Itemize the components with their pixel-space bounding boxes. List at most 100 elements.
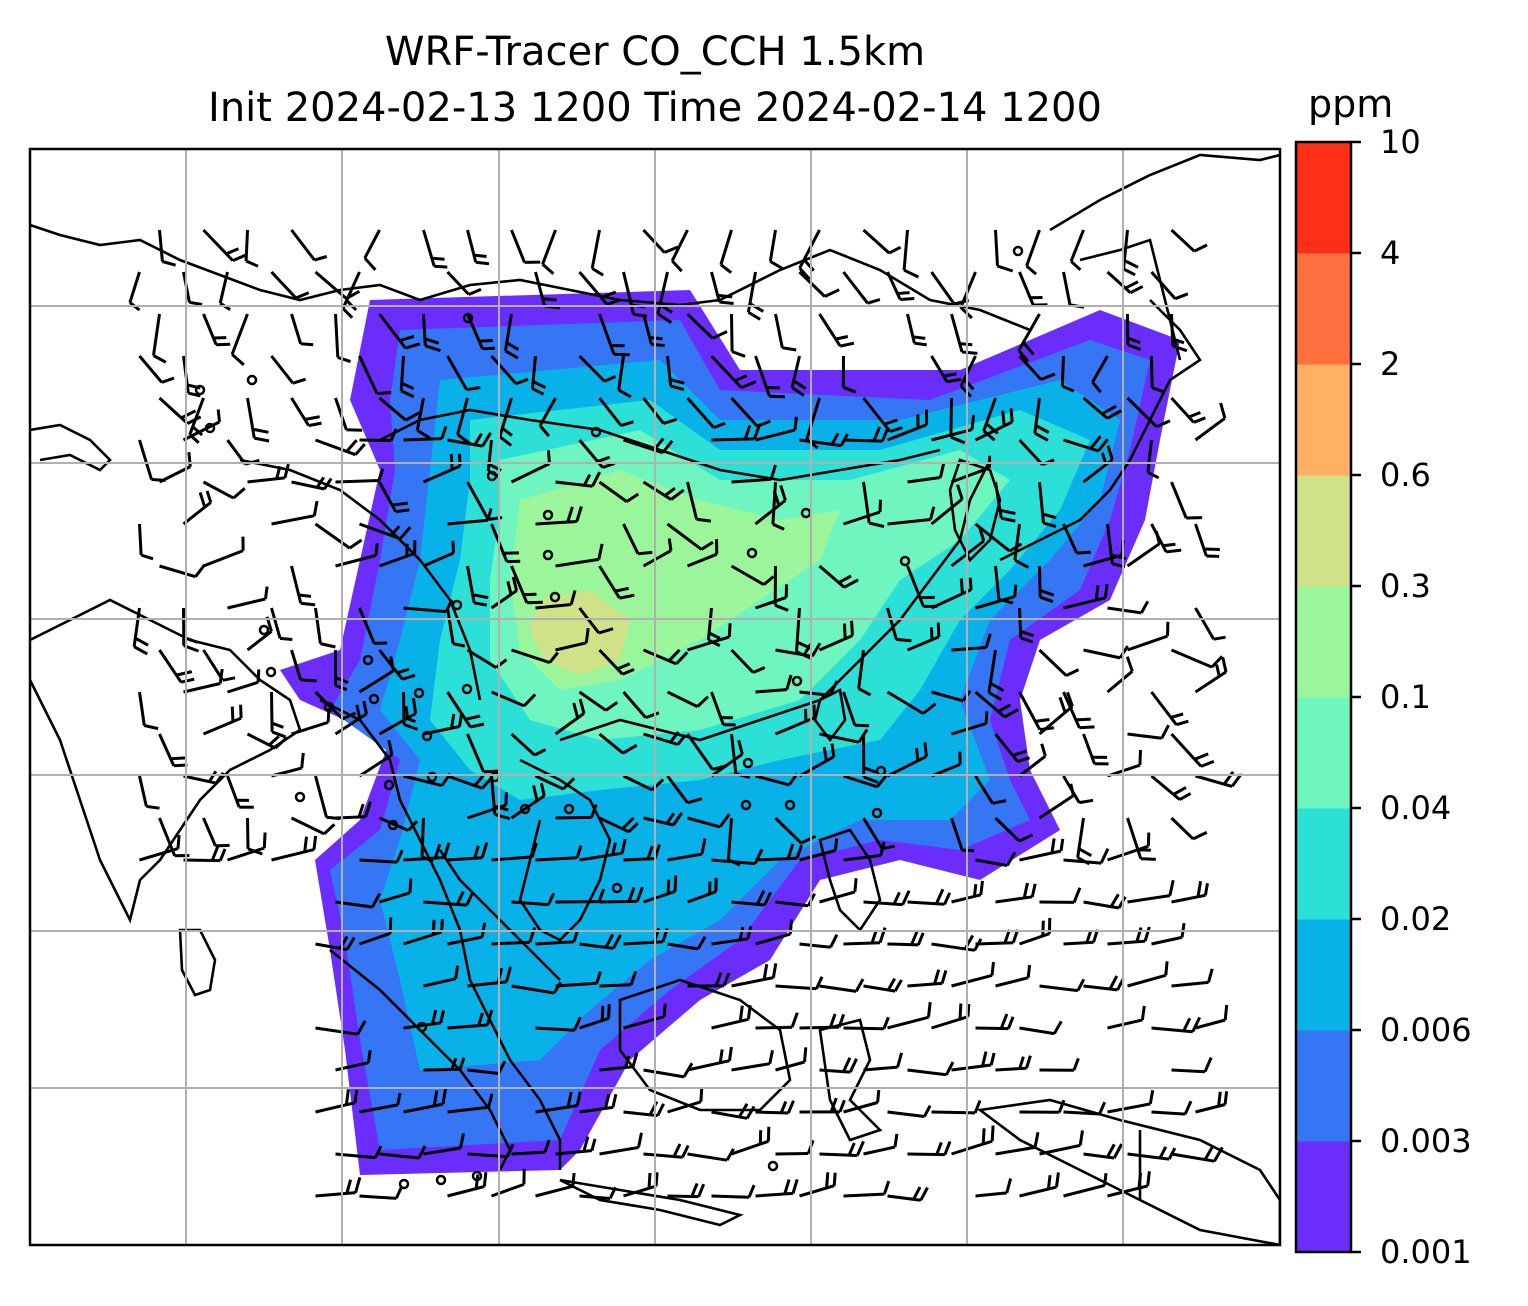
wind-barb-staff [799, 849, 836, 862]
wind-barb-flag [283, 463, 290, 479]
wind-barb-staff [755, 1110, 789, 1115]
wind-barb-staff [730, 733, 738, 774]
wind-barb-staff [951, 1139, 993, 1156]
wind-barb-staff [907, 1152, 945, 1157]
wind-barb-staff [447, 935, 483, 946]
wind-barb-staff [774, 816, 803, 845]
wind-barb-staff [423, 900, 467, 907]
wind-barb-flag [929, 506, 936, 520]
wind-barb-staff [244, 229, 249, 262]
wind-barb-flag [146, 804, 160, 810]
wind-barb-staff [466, 229, 478, 263]
wind-barb-flag [882, 1180, 891, 1195]
wind-barb-staff [227, 680, 259, 694]
coastlines [30, 153, 1280, 1245]
wind-barb-flag [982, 429, 996, 442]
wind-barb-staff [447, 856, 483, 862]
wind-barb-staff [490, 355, 518, 385]
wind-barb-flag [1140, 857, 1156, 861]
wind-barb-staff [1038, 481, 1045, 524]
wind-barb-staff [906, 565, 925, 608]
wind-barb-staff [1019, 1026, 1055, 1036]
calm-wind-marker [519, 803, 531, 815]
wind-barb-staff [906, 635, 940, 652]
wind-barb-flag [1075, 717, 1091, 722]
wind-barb-flag [828, 680, 839, 696]
wind-barb-flag [882, 1016, 890, 1030]
wind-barb-flag [337, 355, 351, 364]
wind-barb-flag [997, 264, 1014, 273]
wind-barb-flag [355, 704, 362, 719]
wind-barb-flag [747, 311, 761, 321]
wind-barb-staff [341, 271, 361, 310]
wind-barb-flag [774, 603, 789, 612]
wind-barb-staff [403, 606, 447, 614]
wind-barb-flag [719, 300, 734, 305]
wind-barb-flag [300, 601, 316, 607]
wind-barb-flag [645, 711, 660, 720]
wind-barb-flag [667, 538, 673, 551]
wind-barb-staff [1126, 396, 1158, 428]
colorbar-segment [1296, 1141, 1351, 1253]
wind-barb-flag [1223, 1004, 1229, 1021]
wind-barb-staff [247, 476, 286, 484]
wind-barb-staff [799, 1025, 840, 1030]
wind-barb-flag [666, 879, 671, 894]
wind-barb-staff [335, 815, 366, 820]
wind-barb-staff [818, 634, 854, 652]
wind-barb-staff [378, 712, 417, 736]
wind-barb-staff [798, 229, 821, 269]
wind-barb-staff [290, 397, 310, 427]
wind-barb-staff [314, 690, 344, 720]
wind-barb-flag [230, 706, 235, 722]
wind-barb-flag [473, 774, 485, 787]
wind-barb-flag [700, 540, 714, 551]
wind-barb-staff [158, 733, 176, 767]
wind-barb-flag [988, 691, 1003, 702]
wind-barb-flag [198, 491, 207, 508]
wind-barb-flag [700, 838, 707, 855]
wind-barb-staff [1018, 271, 1035, 306]
wind-barb-flag [881, 844, 895, 850]
wind-barb-staff [886, 423, 928, 442]
concentration-field [280, 290, 1180, 1175]
wind-barb-flag [738, 1103, 749, 1118]
wind-barb-flag [856, 1140, 865, 1157]
wind-barb-staff [270, 691, 274, 732]
wind-barb-flag [1178, 792, 1192, 801]
wind-barb-flag [431, 919, 436, 935]
wind-barb-staff [246, 397, 256, 439]
wind-barb-flag [646, 845, 654, 860]
wind-barb-flag [749, 302, 765, 313]
wind-barb-staff [510, 794, 546, 820]
wind-barb-staff [642, 480, 672, 501]
wind-barb-flag [424, 337, 440, 345]
wind-barb-staff [1194, 670, 1227, 694]
wind-barb-flag [923, 742, 928, 757]
wind-barb-flag [745, 1105, 756, 1120]
wind-barb-flag [364, 801, 372, 818]
wind-barb-staff [271, 514, 315, 526]
colorbar-tick-label: 0.02 [1380, 900, 1452, 938]
wind-barb-staff [291, 480, 325, 491]
wind-barb-staff [643, 889, 676, 904]
wind-barb-staff [511, 648, 551, 665]
wind-barb-flag [458, 713, 464, 727]
wind-barb-flag [417, 1145, 427, 1159]
wind-barb-flag [1146, 832, 1151, 847]
wind-barb-flag [401, 381, 415, 390]
wind-barb-flag [713, 421, 726, 430]
wind-barb-flag [699, 1087, 704, 1102]
wind-barb-flag [298, 593, 312, 598]
wind-barb-staff [1170, 648, 1213, 669]
wind-barb-staff [667, 852, 703, 862]
wind-barb-flag [1007, 1016, 1015, 1030]
wind-barb-flag [1151, 386, 1166, 394]
wind-barb-flag [696, 517, 712, 523]
wind-barb-staff [774, 313, 784, 348]
wind-barb-staff [534, 271, 547, 307]
wind-barb-staff [1018, 354, 1043, 381]
wind-barb-flag [1143, 926, 1151, 942]
calm-wind-marker [542, 549, 554, 561]
wind-barb-flag [1072, 1057, 1080, 1071]
